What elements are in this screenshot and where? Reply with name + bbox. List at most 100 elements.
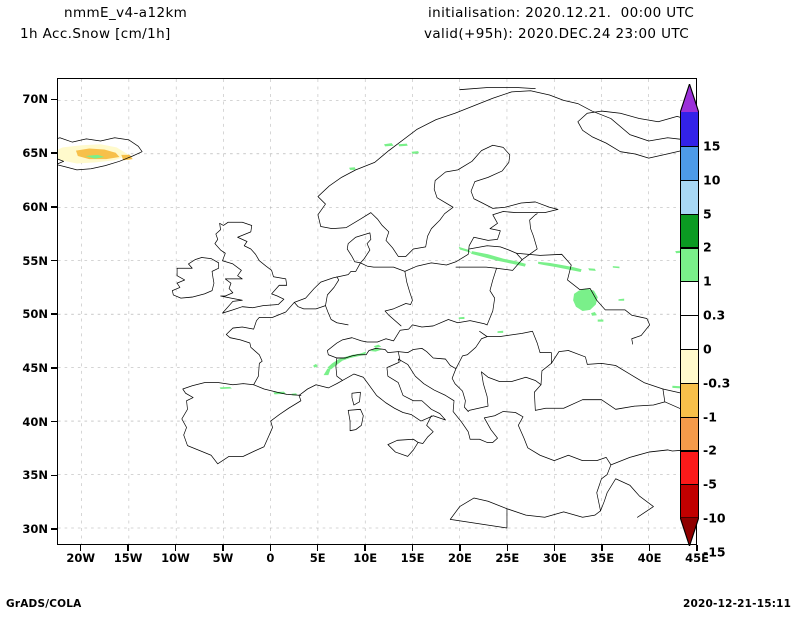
coastline bbox=[181, 262, 361, 436]
colorbar-tick-label: 2 bbox=[703, 239, 712, 255]
coastline bbox=[486, 330, 552, 364]
coastline-and-borders bbox=[58, 87, 696, 529]
snow-patch bbox=[411, 151, 420, 154]
colorbar-segment bbox=[680, 112, 699, 147]
colorbar-divider bbox=[680, 450, 699, 452]
colorbar-segment bbox=[680, 382, 699, 417]
colorbar-tick-label: -10 bbox=[703, 510, 726, 526]
x-axis-label: 10E bbox=[353, 551, 378, 565]
x-axis-label: 10W bbox=[161, 551, 190, 565]
x-axis-tick bbox=[411, 545, 414, 551]
x-axis-label: 15W bbox=[113, 551, 143, 565]
y-axis-label: 70N bbox=[22, 92, 48, 107]
colorbar-tick-label: 0.3 bbox=[703, 307, 726, 323]
y-axis-tick bbox=[51, 367, 57, 369]
coastline bbox=[327, 319, 488, 359]
valid-time: valid(+95h): 2020.DEC.24 23:00 UTC bbox=[424, 26, 690, 42]
coastline bbox=[577, 110, 695, 159]
coastline bbox=[320, 144, 559, 272]
colorbar-segment bbox=[680, 281, 699, 316]
colorbar-tick-label: -0.3 bbox=[703, 375, 731, 391]
generated-timestamp: 2020-12-21-15:11 bbox=[683, 598, 792, 610]
snow-accumulation-fill bbox=[58, 143, 696, 396]
coastline bbox=[397, 347, 469, 412]
colorbar-divider bbox=[680, 315, 699, 317]
x-axis-label: 5E bbox=[309, 551, 326, 565]
x-axis-tick bbox=[648, 545, 651, 551]
snow-patch bbox=[458, 316, 465, 319]
coastline bbox=[58, 137, 143, 171]
snow-patch bbox=[538, 261, 582, 272]
field-title: 1h Acc.Snow [cm/1h] bbox=[20, 26, 171, 42]
y-axis-tick bbox=[51, 313, 57, 315]
coastline bbox=[214, 221, 288, 314]
coastline bbox=[325, 276, 349, 326]
coastline bbox=[417, 415, 434, 444]
x-axis-tick bbox=[506, 545, 509, 551]
coastline bbox=[317, 90, 695, 227]
coastline bbox=[459, 87, 536, 91]
coastline bbox=[534, 350, 666, 411]
colorbar-tick-label: -15 bbox=[703, 544, 726, 560]
colorbar-divider bbox=[680, 416, 699, 418]
y-axis-tick bbox=[51, 420, 57, 423]
x-axis-label: 0 bbox=[266, 551, 275, 565]
snow-patch bbox=[591, 312, 597, 316]
x-axis-label: 20E bbox=[448, 551, 472, 565]
y-axis-label: 40N bbox=[22, 414, 48, 429]
snow-patch bbox=[219, 386, 232, 389]
coastline bbox=[172, 257, 220, 299]
snow-patch bbox=[618, 298, 625, 301]
coastline bbox=[468, 245, 523, 271]
colorbar-divider bbox=[680, 484, 699, 486]
y-axis-label: 50N bbox=[22, 307, 48, 322]
x-axis-tick bbox=[364, 545, 366, 551]
colorbar-segment bbox=[680, 348, 699, 384]
colorbar-segment bbox=[680, 315, 699, 350]
snow-patch bbox=[458, 246, 472, 253]
colorbar-segment bbox=[680, 484, 699, 519]
x-axis-tick bbox=[174, 545, 177, 551]
snow-patch bbox=[588, 268, 596, 271]
y-axis-label: 55N bbox=[22, 253, 48, 268]
x-axis-label: 35E bbox=[590, 551, 615, 565]
x-axis-tick bbox=[696, 545, 698, 551]
x-axis-label: 30E bbox=[542, 551, 567, 565]
snow-patch bbox=[313, 363, 318, 368]
colorbar-tick-label: 5 bbox=[703, 206, 712, 221]
colorbar-tick-label: 10 bbox=[703, 172, 721, 188]
x-axis-label: 25E bbox=[495, 551, 520, 565]
y-axis-label: 65N bbox=[22, 146, 48, 161]
software-credit: GrADS/COLA bbox=[6, 598, 82, 610]
coastline bbox=[335, 347, 401, 381]
map-plot-area bbox=[57, 78, 697, 545]
coastline bbox=[449, 508, 508, 529]
colorbar-divider bbox=[680, 247, 699, 249]
coastline bbox=[351, 391, 361, 406]
x-axis-tick bbox=[269, 545, 272, 551]
x-axis-label: 20W bbox=[66, 551, 96, 565]
coastline bbox=[455, 266, 497, 326]
snow-patch bbox=[85, 154, 105, 159]
snow-patch bbox=[612, 266, 620, 269]
colorbar-divider bbox=[680, 145, 699, 148]
snow-patch bbox=[398, 143, 408, 147]
coastline bbox=[516, 252, 651, 345]
colorbar-tick-label: 1 bbox=[703, 273, 712, 289]
y-axis-tick bbox=[51, 259, 57, 262]
x-axis-tick bbox=[554, 545, 556, 551]
y-axis-tick bbox=[51, 98, 57, 101]
x-axis-tick bbox=[222, 545, 224, 551]
snow-patch bbox=[384, 143, 394, 147]
colorbar-segment bbox=[680, 213, 699, 248]
y-axis-label: 30N bbox=[22, 521, 48, 536]
y-axis-tick bbox=[51, 474, 57, 476]
colorbar[interactable] bbox=[680, 112, 699, 519]
colorbar-segment bbox=[680, 145, 699, 181]
colorbar-under-arrow bbox=[680, 517, 699, 546]
y-axis-tick bbox=[51, 152, 57, 154]
x-axis-tick bbox=[127, 545, 129, 551]
colorbar-segment bbox=[680, 450, 699, 485]
colorbar-tick-label: -1 bbox=[703, 409, 717, 424]
colorbar-tick-label: -2 bbox=[703, 442, 717, 458]
